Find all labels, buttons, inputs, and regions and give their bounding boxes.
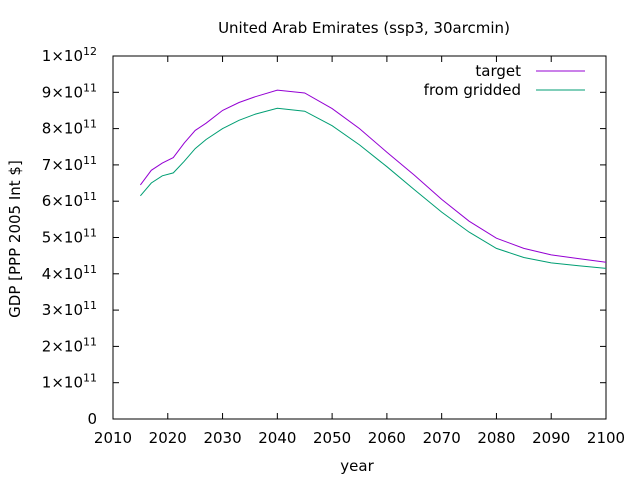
x-axis: 2010 2020 2030 2040 2050 2060 2070 2080 2090 2100 xyxy=(94,56,625,447)
y-tick-label: 1×1012 xyxy=(42,45,97,65)
y-tick-label: 1×1011 xyxy=(42,372,97,392)
x-axis-label: year xyxy=(340,457,374,475)
plot-area xyxy=(112,55,607,420)
plot-border xyxy=(112,55,607,420)
y-tick-label: 9×1011 xyxy=(42,81,97,101)
y-axis: 0 1×1011 2×1011 3×1011 4×1011 5×1011 6×1011 7×1… xyxy=(42,45,606,428)
x-tick-label: 2030 xyxy=(203,429,241,447)
chart-title: United Arab Emirates (ssp3, 30arcmin) xyxy=(218,19,510,37)
series-line-0 xyxy=(139,89,607,263)
x-tick-label: 2050 xyxy=(313,429,351,447)
x-tick-label: 2040 xyxy=(258,429,296,447)
x-tick-label: 2100 xyxy=(587,429,625,447)
x-tick-label: 2060 xyxy=(368,429,406,447)
legend-label: from gridded xyxy=(424,81,521,99)
x-tick-label: 2010 xyxy=(94,429,132,447)
y-tick-label: 7×1011 xyxy=(42,154,97,174)
y-tick-label: 5×1011 xyxy=(42,227,97,247)
y-tick-label: 4×1011 xyxy=(42,263,97,283)
series-line-1 xyxy=(140,107,607,269)
legend-label: target xyxy=(475,62,521,80)
y-tick-label: 8×1011 xyxy=(42,118,97,138)
y-tick-label: 3×1011 xyxy=(42,299,97,319)
y-tick-label: 2×1011 xyxy=(42,335,97,355)
y-axis-label: GDP [PPP 2005 Int $] xyxy=(6,160,24,318)
x-tick-label: 2020 xyxy=(149,429,187,447)
y-tick-label: 6×1011 xyxy=(42,190,97,210)
y-tick-label: 0 xyxy=(87,410,97,428)
x-tick-label: 2080 xyxy=(477,429,515,447)
series-group xyxy=(139,89,607,269)
x-tick-label: 2090 xyxy=(532,429,570,447)
x-tick-label: 2070 xyxy=(423,429,461,447)
